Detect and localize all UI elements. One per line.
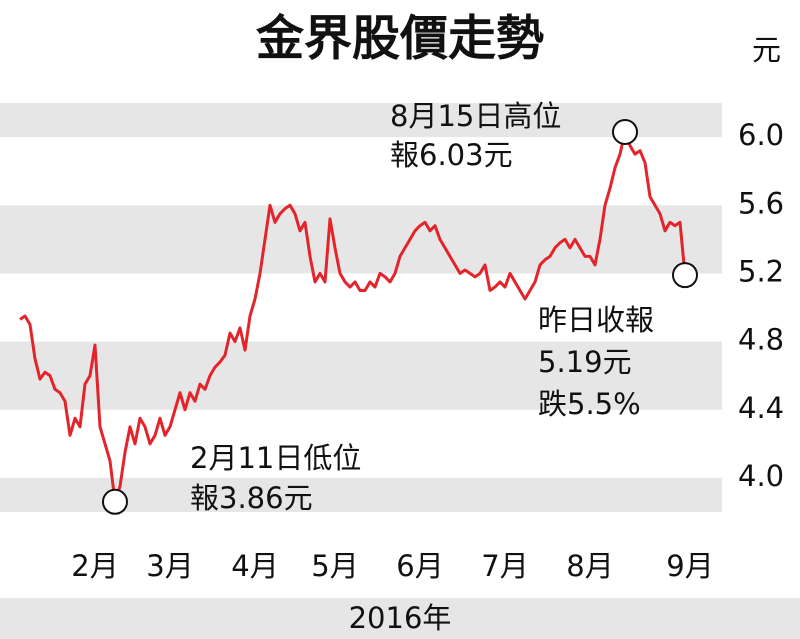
highlight-point bbox=[102, 488, 128, 515]
grid-band bbox=[0, 341, 722, 410]
x-tick-label: 9月 bbox=[666, 549, 713, 583]
grid-band bbox=[0, 103, 722, 138]
chart-title: 金界股價走勢 bbox=[255, 11, 544, 67]
y-tick-label: 5.6 bbox=[738, 186, 784, 220]
x-tick-label: 2月 bbox=[71, 549, 118, 583]
annotation: 2月11日低位 bbox=[190, 441, 361, 475]
y-tick-label: 5.2 bbox=[738, 254, 784, 288]
annotation: 跌5.5% bbox=[538, 387, 641, 421]
x-tick-label: 5月 bbox=[311, 549, 358, 583]
highlight-point bbox=[612, 118, 638, 145]
annotation: 報3.86元 bbox=[190, 481, 313, 515]
x-tick-label: 8月 bbox=[566, 549, 613, 583]
y-tick-label: 4.4 bbox=[738, 391, 784, 425]
unit-label: 元 bbox=[752, 33, 781, 67]
x-label-strip bbox=[0, 598, 800, 639]
annotation: 5.19元 bbox=[538, 345, 632, 379]
x-tick-label: 4月 bbox=[231, 549, 278, 583]
highlight-point bbox=[672, 262, 698, 289]
y-tick-label: 4.0 bbox=[738, 459, 784, 493]
x-tick-label: 6月 bbox=[396, 549, 443, 583]
annotation: 昨日收報 bbox=[538, 303, 654, 337]
grid-band bbox=[0, 205, 722, 274]
y-tick-label: 6.0 bbox=[738, 118, 784, 152]
y-tick-label: 4.8 bbox=[738, 323, 784, 357]
annotation: 8月15日高位 bbox=[390, 99, 561, 133]
price-line bbox=[19, 130, 687, 504]
x-axis-label: 2016年 bbox=[349, 601, 452, 635]
x-tick-label: 7月 bbox=[481, 549, 528, 583]
annotation: 報6.03元 bbox=[390, 138, 513, 172]
x-tick-label: 3月 bbox=[146, 549, 193, 583]
